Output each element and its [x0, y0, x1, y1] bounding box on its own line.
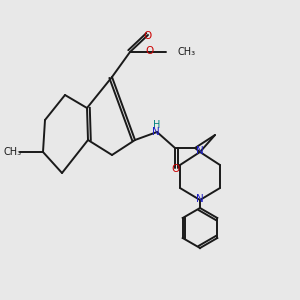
- Text: O: O: [145, 46, 153, 56]
- Text: CH₃: CH₃: [4, 147, 22, 157]
- Text: H: H: [153, 120, 161, 130]
- Text: N: N: [196, 194, 204, 204]
- Text: O: O: [171, 164, 179, 174]
- Text: O: O: [144, 31, 152, 41]
- Text: CH₃: CH₃: [178, 47, 196, 57]
- Text: N: N: [196, 146, 204, 156]
- Text: N: N: [152, 127, 160, 137]
